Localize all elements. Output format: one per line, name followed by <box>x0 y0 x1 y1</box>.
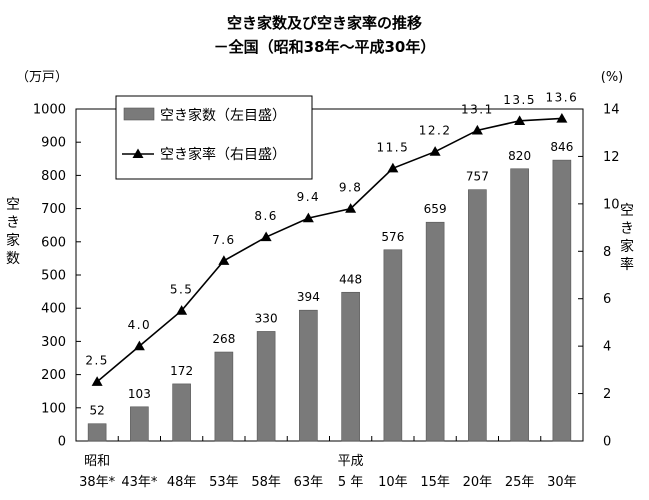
rate-marker-2 <box>176 305 188 315</box>
right-tick-label: 12 <box>603 150 620 165</box>
rate-value-label: 12.2 <box>419 124 452 138</box>
bar-10 <box>510 168 529 442</box>
x-tick-label: 63年 <box>294 475 324 490</box>
bar-9 <box>468 189 487 442</box>
left-tick-label: 100 <box>41 401 66 416</box>
rate-marker-6 <box>345 203 357 213</box>
rate-marker-4 <box>260 231 272 242</box>
rate-value-label: 13.6 <box>546 90 579 104</box>
x-tick-label: 38年* <box>79 475 116 490</box>
bar-value-label: 172 <box>170 364 193 378</box>
rate-value-label: 13.1 <box>461 102 494 116</box>
left-tick-label: 600 <box>41 235 66 250</box>
right-tick-label: 4 <box>603 340 611 355</box>
bar-value-label: 659 <box>424 202 447 216</box>
rate-value-label: 8.6 <box>254 209 278 223</box>
chart-subtitle: －全国（昭和38年～平成30年） <box>213 38 436 56</box>
x-tick-label: 30年 <box>547 475 577 490</box>
bar-1 <box>130 406 149 442</box>
right-tick-label: 6 <box>603 292 611 307</box>
rate-value-label: 9.4 <box>297 190 321 204</box>
x-tick-label: 48年 <box>167 475 197 490</box>
rate-value-label: 13.5 <box>503 93 536 107</box>
right-axis-title: 空き家率 <box>620 203 634 273</box>
left-tick-label: 0 <box>58 435 66 450</box>
bar-value-label: 576 <box>381 230 404 244</box>
bar-8 <box>425 221 445 442</box>
bar-0 <box>87 423 107 442</box>
right-tick-label: 0 <box>603 435 611 450</box>
rate-marker-9 <box>471 124 483 135</box>
rate-marker-5 <box>302 212 314 223</box>
bar-11 <box>552 159 572 442</box>
left-tick-label: 400 <box>41 302 66 317</box>
bar-value-label: 52 <box>89 404 104 418</box>
legend-line-label: 空き家率（右目盛） <box>160 146 286 163</box>
left-tick-label: 700 <box>41 202 66 217</box>
bar-7 <box>383 249 403 442</box>
x-tick-label: 5 年 <box>338 475 363 490</box>
x-era-label: 平成 <box>338 454 364 469</box>
bar-5 <box>299 309 318 442</box>
legend-line-marker <box>132 148 144 158</box>
rate-value-label: 2.5 <box>85 354 109 368</box>
bar-2 <box>172 383 191 442</box>
x-tick-label: 15年 <box>420 475 450 490</box>
x-era-label: 昭和 <box>84 454 110 469</box>
rate-marker-0 <box>91 376 103 386</box>
bar-value-label: 846 <box>550 140 573 154</box>
bar-value-label: 394 <box>297 290 320 304</box>
bar-value-label: 448 <box>339 272 362 286</box>
rate-value-label: 9.8 <box>339 181 363 195</box>
right-unit-label: (%) <box>601 70 624 85</box>
right-tick-label: 10 <box>603 197 620 212</box>
legend-bar-swatch <box>123 107 155 121</box>
rate-marker-11 <box>556 112 568 123</box>
rate-marker-1 <box>133 340 145 351</box>
bar-value-label: 103 <box>128 387 151 401</box>
bar-value-label: 820 <box>508 149 531 163</box>
bar-4 <box>256 331 276 442</box>
x-tick-label: 10年 <box>378 475 408 490</box>
rate-marker-3 <box>218 255 230 265</box>
left-tick-label: 500 <box>41 269 66 284</box>
right-tick-label: 8 <box>603 245 611 260</box>
right-tick-label: 2 <box>603 387 611 402</box>
x-tick-label: 20年 <box>463 475 493 490</box>
bar-6 <box>341 291 360 442</box>
rate-value-label: 4.0 <box>128 318 152 332</box>
bar-3 <box>214 351 234 442</box>
rate-marker-7 <box>387 162 399 173</box>
x-tick-label: 25年 <box>505 475 535 490</box>
left-tick-label: 800 <box>41 169 66 184</box>
rate-marker-8 <box>429 146 441 156</box>
rate-marker-10 <box>514 115 526 125</box>
left-tick-label: 300 <box>41 335 66 350</box>
left-axis-title: 空き家数 <box>6 197 20 267</box>
chart-title: 空き家数及び空き家率の推移 <box>226 14 422 32</box>
rate-line <box>96 117 562 383</box>
right-tick-label: 14 <box>603 103 620 118</box>
x-tick-label: 43年* <box>121 475 158 490</box>
left-tick-label: 1000 <box>33 103 66 118</box>
x-tick-label: 58年 <box>251 475 281 490</box>
rate-value-label: 11.5 <box>377 140 410 154</box>
rate-value-label: 7.6 <box>212 233 236 247</box>
left-tick-label: 200 <box>41 368 66 383</box>
left-tick-label: 900 <box>41 136 66 151</box>
legend-bar-label: 空き家数（左目盛） <box>160 107 286 124</box>
rate-value-label: 5.5 <box>170 283 194 297</box>
left-unit-label: （万戸） <box>16 70 68 85</box>
bar-value-label: 268 <box>212 332 235 346</box>
bar-value-label: 330 <box>255 311 278 325</box>
bar-value-label: 757 <box>466 170 489 184</box>
x-tick-label: 53年 <box>209 475 239 490</box>
